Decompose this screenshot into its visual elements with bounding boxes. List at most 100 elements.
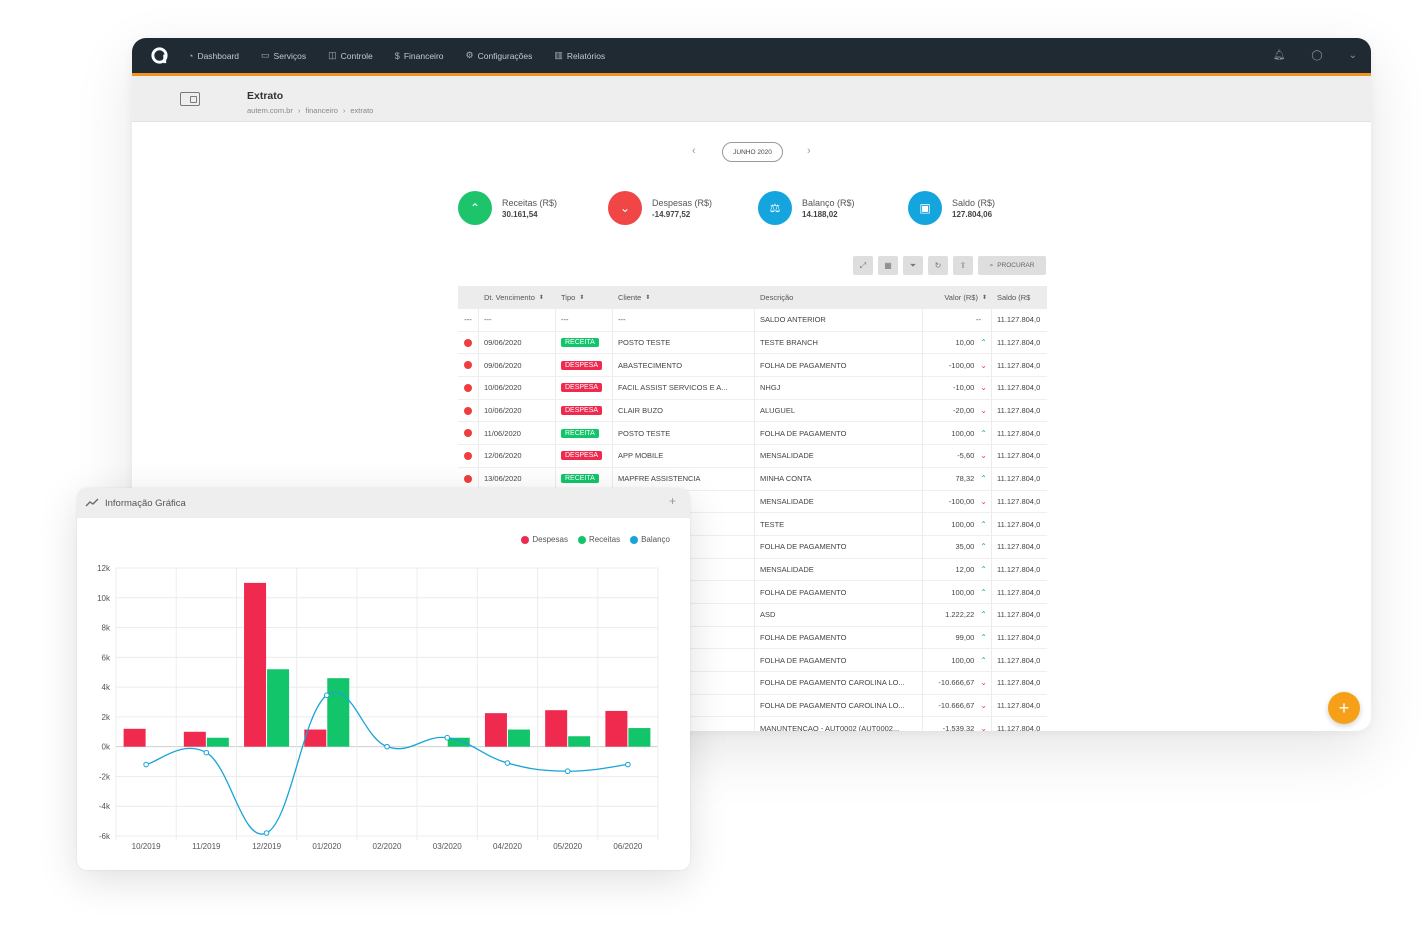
value-text: 12,00 — [955, 564, 975, 574]
nav-item-relatórios[interactable]: ▥ Relatórios — [554, 50, 605, 61]
nav-item-controle[interactable]: ◫ Controle — [328, 50, 373, 61]
bar-despesas — [244, 582, 267, 747]
client-cell: FACIL ASSIST SERVICOS E A... — [613, 377, 755, 399]
saldo-cell: 11.127.804,0 — [997, 474, 1041, 484]
search-button[interactable]: ⌕ PROCURAR — [978, 256, 1046, 275]
export-icon[interactable]: ⇪ — [953, 256, 973, 275]
search-icon: ⌕ — [989, 261, 994, 269]
nav-item-configurações[interactable]: ⚙ Configurações — [466, 50, 533, 61]
status-placeholder: --- — [464, 315, 472, 325]
trend-icon — [85, 498, 99, 507]
client-cell: POSTO TESTE — [613, 422, 755, 445]
value-text: -20,00 — [953, 406, 975, 416]
arrow-up-icon: ⌃ — [980, 632, 987, 642]
date-cell: 09/06/2020 — [479, 331, 556, 354]
table-row[interactable]: 10/06/2020 DESPESA CLAIR BUZO ALUGUEL -20,00… — [458, 399, 1047, 423]
x-tick-label: 11/2019 — [192, 842, 221, 851]
legend-item-2[interactable]: Balanço — [630, 535, 670, 544]
value-cell: 100,00 ⌃ — [923, 581, 992, 603]
filter-icon[interactable]: ⏷ — [903, 256, 923, 275]
value-text: 100,00 — [951, 587, 975, 597]
plus-icon[interactable]: + — [668, 494, 676, 508]
breadcrumb-item[interactable]: autem.com.br — [247, 106, 293, 115]
client-cell: --- — [613, 309, 755, 331]
month-selector[interactable]: JUNHO 2020 — [722, 142, 783, 162]
expand-icon[interactable]: ⤢ — [853, 256, 873, 275]
bar-despesas — [304, 729, 327, 747]
client-cell — [613, 672, 755, 694]
type-cell: RECEITA — [556, 467, 613, 490]
add-button[interactable]: + — [1328, 692, 1360, 724]
value-text: -100,00 — [948, 360, 975, 370]
legend-item-0[interactable]: Despesas — [521, 535, 568, 544]
col-header-valor[interactable]: Valor (R$) ⬍ — [923, 286, 992, 309]
table-row[interactable]: 12/06/2020 DESPESA APP MOBILE MENSALIDADE -5… — [458, 445, 1047, 468]
description-cell: TESTE BRANCH — [755, 331, 923, 354]
saldo-cell: 11.127.804,0 — [997, 678, 1041, 688]
arrow-down-icon: ⌄ — [980, 451, 987, 461]
date-cell: 10/06/2020 — [479, 377, 556, 399]
value-text: 100,00 — [951, 428, 975, 438]
col-header-tipo[interactable]: Tipo ⬍ — [556, 286, 613, 309]
table-row[interactable]: --- --- --- --- SALDO ANTERIOR -- 11.127.804,… — [458, 309, 1047, 332]
summary-despesas: ⌄ Despesas (R$) -14.977,52 — [608, 191, 712, 225]
refresh-icon[interactable]: ↻ — [928, 256, 948, 275]
chart-card-header: Informação Gráfica + — [77, 488, 690, 518]
summary-label: Receitas (R$) — [502, 197, 558, 208]
nav-item-financeiro[interactable]: $ Financeiro — [395, 51, 444, 61]
col-header-cliente[interactable]: Cliente ⬍ — [613, 286, 755, 309]
nav-item-label: Configurações — [477, 50, 533, 61]
app-logo-icon[interactable] — [150, 46, 169, 65]
description-cell: FOLHA DE PAGAMENTO — [755, 354, 923, 377]
legend-swatch — [577, 535, 586, 544]
y-tick-label: 0k — [102, 743, 111, 752]
description-cell: FOLHA DE PAGAMENTO — [755, 626, 923, 649]
bell-icon[interactable]: 🔔︎ — [1272, 50, 1286, 61]
reports-icon: ▥ — [554, 50, 563, 60]
client-cell: APP MOBILE — [613, 445, 755, 467]
value-cell: -100,00 ⌄ — [923, 490, 992, 513]
client-cell — [613, 490, 755, 513]
breadcrumb: autem.com.br › financeiro › extrato — [247, 106, 373, 115]
bar-despesas — [484, 713, 507, 747]
table-row[interactable]: 09/06/2020 RECEITA POSTO TESTE TESTE BRANCH… — [458, 331, 1047, 355]
value-cell: -5,60 ⌄ — [923, 445, 992, 467]
next-month-icon[interactable]: › — [807, 145, 811, 157]
nav-item-label: Relatórios — [566, 50, 606, 61]
balanco-point — [444, 734, 451, 741]
value-text: -10.666,67 — [938, 701, 975, 711]
user-icon[interactable]: ◯ — [1311, 50, 1323, 61]
value-cell: 99,00 ⌃ — [923, 626, 992, 649]
col-header-descricao[interactable]: Descrição — [755, 286, 923, 309]
description-cell: MENSALIDADE — [755, 490, 923, 513]
chevron-down-icon[interactable]: ⌄ — [1348, 50, 1357, 61]
summary-text: Receitas (R$) 30.161,54 — [502, 198, 557, 219]
description-cell: TESTE — [755, 513, 923, 535]
table-row[interactable]: 11/06/2020 RECEITA POSTO TESTE FOLHA DE PAG… — [458, 422, 1047, 446]
breadcrumb-item[interactable]: financeiro — [305, 106, 338, 115]
nav-item-label: Dashboard — [197, 50, 240, 61]
table-row[interactable]: 13/06/2020 RECEITA MAPFRE ASSISTENCIA MINHA… — [458, 467, 1047, 491]
col-header-vencimento[interactable]: Dt. Vencimento ⬍ — [479, 286, 556, 309]
prev-month-icon[interactable]: ‹ — [692, 145, 696, 157]
settings-icon: ⚙ — [465, 50, 474, 60]
bar-despesas — [183, 731, 206, 747]
legend-item-1[interactable]: Receitas — [577, 535, 620, 544]
status-cell — [458, 354, 479, 377]
columns-icon[interactable]: ▦ — [878, 256, 898, 275]
status-dot — [464, 361, 472, 370]
client-cell: MAPFRE ASSISTENCIA — [613, 467, 755, 490]
value-cell: -100,00 ⌄ — [923, 354, 992, 377]
arrow-up-icon: ⌃ — [980, 587, 987, 597]
bar-receitas — [507, 729, 530, 747]
value-text: -10,00 — [953, 383, 975, 393]
summary-text: Despesas (R$) -14.977,52 — [652, 198, 712, 219]
nav-item-dashboard[interactable]: ◔ Dashboard — [188, 51, 239, 61]
nav-item-serviços[interactable]: ▭ Serviços — [261, 50, 306, 61]
summary-label: Balanço (R$) — [802, 197, 855, 208]
bar-line-chart: 12k 10k 8k 6k 4k 2k 0k -2k -4k -6k 10/2019 11/2019 1… — [97, 564, 659, 851]
col-header-saldo[interactable]: Saldo (R$ — [997, 293, 1031, 302]
summary-value: 127.804,06 — [952, 209, 993, 219]
table-row[interactable]: 09/06/2020 DESPESA ABASTECIMENTO FOLHA DE P… — [458, 354, 1047, 378]
table-row[interactable]: 10/06/2020 DESPESA FACIL ASSIST SERVICOS E… — [458, 377, 1047, 400]
